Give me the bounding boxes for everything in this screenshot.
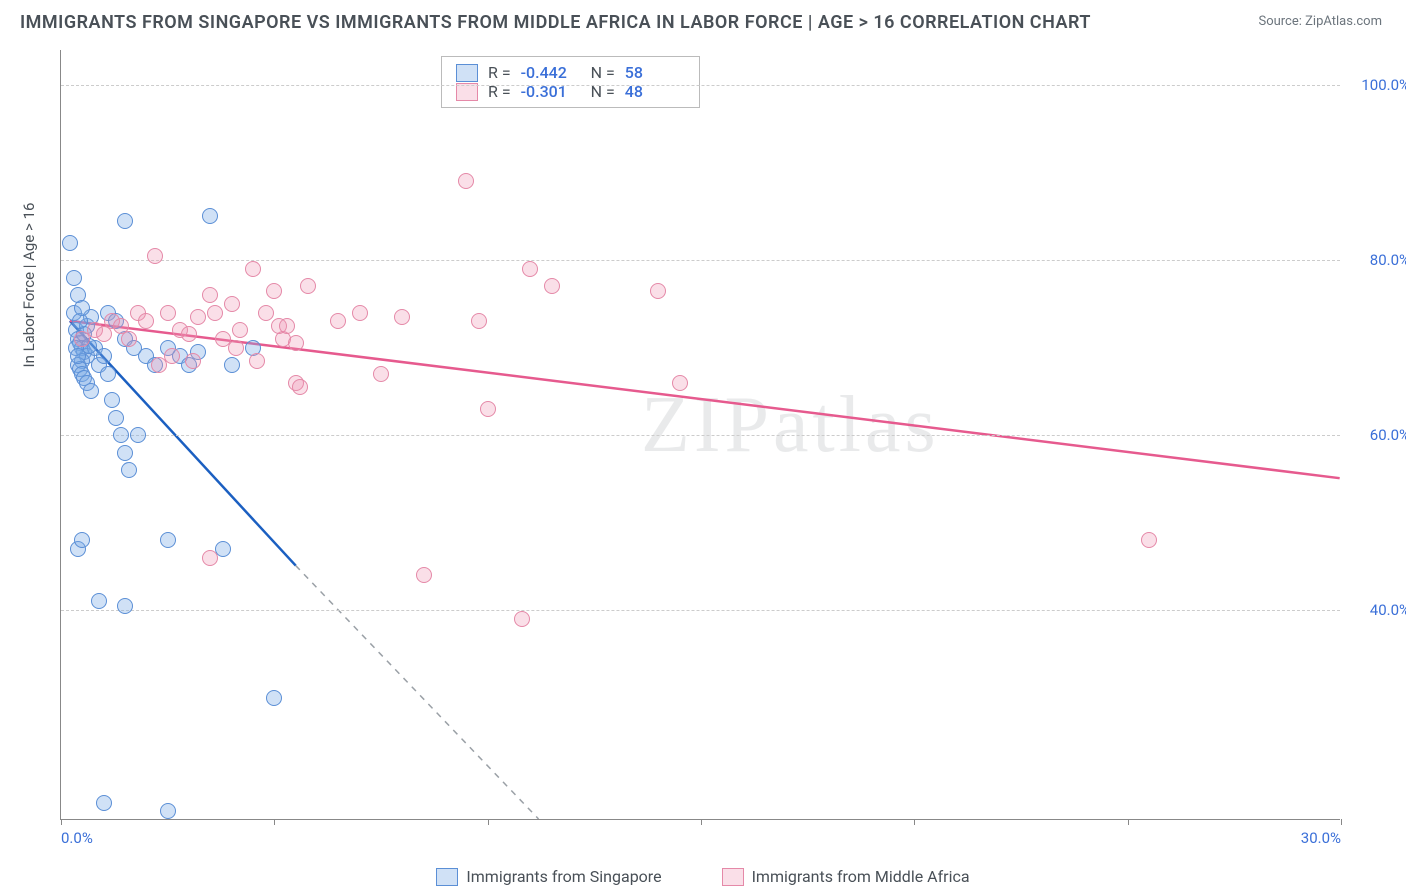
correlation-box: R =-0.442N =58R =-0.301N =48	[441, 56, 700, 108]
watermark: ZIPatlas	[641, 380, 940, 471]
scatter-point-series-a	[104, 392, 120, 408]
scatter-point-series-b	[202, 550, 218, 566]
scatter-point-series-b	[544, 278, 560, 294]
r-value: -0.442	[521, 63, 581, 82]
scatter-point-series-b	[471, 313, 487, 329]
scatter-point-series-b	[207, 305, 223, 321]
scatter-point-series-b	[181, 326, 197, 342]
x-tick-mark	[488, 819, 489, 825]
legend-swatch	[436, 868, 458, 886]
scatter-point-series-a	[83, 383, 99, 399]
x-tick-mark	[61, 819, 62, 825]
scatter-point-series-b	[458, 173, 474, 189]
source-label: Source: ZipAtlas.com	[1258, 14, 1382, 29]
scatter-point-series-b	[266, 283, 282, 299]
x-tick-mark	[701, 819, 702, 825]
n-value: 58	[625, 63, 685, 82]
scatter-point-series-a	[160, 803, 176, 819]
legend-label: Immigrants from Middle Africa	[752, 867, 970, 886]
scatter-point-series-b	[292, 379, 308, 395]
n-label: N =	[591, 63, 615, 82]
scatter-point-series-a	[100, 366, 116, 382]
scatter-point-series-b	[480, 401, 496, 417]
scatter-point-series-b	[416, 567, 432, 583]
scatter-point-series-b	[249, 353, 265, 369]
scatter-point-series-b	[185, 353, 201, 369]
scatter-point-series-b	[228, 340, 244, 356]
scatter-point-series-a	[113, 427, 129, 443]
x-tick-mark	[1128, 819, 1129, 825]
scatter-point-series-a	[70, 348, 86, 364]
y-tick-label: 80.0%	[1350, 251, 1406, 269]
scatter-point-series-b	[514, 611, 530, 627]
scatter-point-series-b	[650, 283, 666, 299]
scatter-point-series-b	[522, 261, 538, 277]
legend-swatch	[722, 868, 744, 886]
scatter-point-series-b	[232, 322, 248, 338]
scatter-point-series-b	[288, 335, 304, 351]
legend-item: Immigrants from Singapore	[436, 867, 661, 886]
scatter-point-series-b	[138, 313, 154, 329]
y-tick-label: 100.0%	[1350, 76, 1406, 94]
legend-label: Immigrants from Singapore	[466, 867, 661, 886]
scatter-point-series-a	[202, 208, 218, 224]
bottom-legend: Immigrants from Singapore Immigrants from…	[0, 867, 1406, 886]
x-tick-mark	[274, 819, 275, 825]
scatter-point-series-a	[160, 532, 176, 548]
chart-plot-area: ZIPatlas R =-0.442N =58R =-0.301N =48 40…	[60, 50, 1340, 820]
trendline-series-a-extrapolated	[296, 566, 539, 819]
scatter-point-series-b	[330, 313, 346, 329]
scatter-point-series-a	[266, 690, 282, 706]
scatter-point-series-a	[117, 598, 133, 614]
x-tick-label: 0.0%	[61, 829, 93, 847]
scatter-point-series-a	[108, 410, 124, 426]
scatter-point-series-b	[160, 305, 176, 321]
scatter-point-series-b	[245, 261, 261, 277]
scatter-point-series-b	[164, 348, 180, 364]
correlation-row: R = -0.442 N = 58	[456, 63, 685, 82]
scatter-point-series-b	[202, 287, 218, 303]
scatter-point-series-a	[117, 445, 133, 461]
scatter-point-series-a	[62, 235, 78, 251]
scatter-point-series-a	[74, 532, 90, 548]
y-tick-label: 60.0%	[1350, 426, 1406, 444]
y-axis-label: In Labor Force | Age > 16	[20, 203, 38, 368]
scatter-point-series-b	[147, 248, 163, 264]
legend-item: Immigrants from Middle Africa	[722, 867, 970, 886]
scatter-point-series-a	[91, 593, 107, 609]
x-tick-mark	[1341, 819, 1342, 825]
scatter-point-series-b	[258, 305, 274, 321]
scatter-point-series-a	[66, 270, 82, 286]
scatter-point-series-b	[1141, 532, 1157, 548]
scatter-point-series-b	[300, 278, 316, 294]
scatter-point-series-a	[96, 795, 112, 811]
x-tick-mark	[914, 819, 915, 825]
y-tick-label: 40.0%	[1350, 601, 1406, 619]
scatter-point-series-a	[121, 462, 137, 478]
scatter-point-series-b	[190, 309, 206, 325]
scatter-point-series-a	[96, 348, 112, 364]
scatter-point-series-a	[130, 427, 146, 443]
gridline-horizontal	[61, 85, 1340, 86]
scatter-point-series-b	[672, 375, 688, 391]
chart-title: IMMIGRANTS FROM SINGAPORE VS IMMIGRANTS …	[20, 12, 1091, 33]
scatter-point-series-a	[117, 213, 133, 229]
gridline-horizontal	[61, 610, 1340, 611]
scatter-point-series-b	[121, 331, 137, 347]
r-label: R =	[488, 63, 511, 82]
scatter-point-series-a	[74, 300, 90, 316]
gridline-horizontal	[61, 435, 1340, 436]
scatter-point-series-b	[394, 309, 410, 325]
scatter-point-series-b	[279, 318, 295, 334]
x-tick-label: 30.0%	[1301, 829, 1341, 847]
scatter-point-series-b	[352, 305, 368, 321]
legend-swatch	[456, 64, 478, 82]
scatter-point-series-b	[373, 366, 389, 382]
scatter-point-series-b	[224, 296, 240, 312]
scatter-point-series-a	[224, 357, 240, 373]
